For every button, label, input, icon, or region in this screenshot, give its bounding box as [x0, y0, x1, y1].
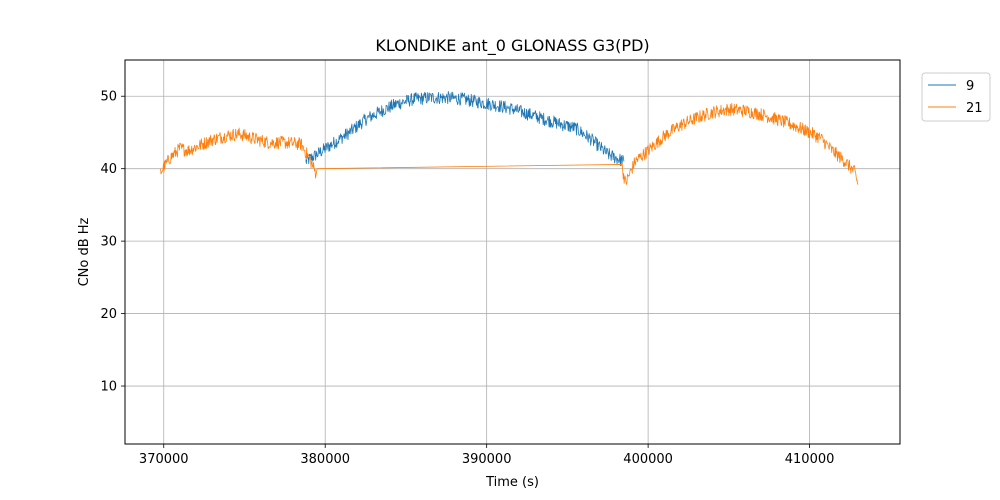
series-line-9 [305, 91, 625, 167]
x-tick-label: 400000 [623, 452, 673, 467]
x-tick-label: 390000 [462, 452, 512, 467]
x-axis-label: Time (s) [485, 475, 539, 490]
x-tick-label: 380000 [300, 452, 350, 467]
x-tick-label: 370000 [139, 452, 189, 467]
plot-series [160, 91, 859, 185]
legend-label: 9 [966, 79, 974, 94]
y-tick-label: 40 [100, 162, 117, 177]
x-tick-label: 410000 [785, 452, 835, 467]
y-tick-label: 20 [100, 307, 117, 322]
y-tick-label: 50 [100, 90, 117, 105]
y-axis-label: CNo dB Hz [77, 217, 92, 286]
legend: 921 [921, 72, 991, 122]
axes-frame [124, 59, 901, 445]
legend-label: 21 [966, 101, 983, 116]
axis-ticks: 370000 380000 390000 400000 410000 10 20 30 40 50 [100, 90, 834, 467]
y-tick-label: 10 [100, 380, 117, 395]
y-tick-label: 30 [100, 235, 117, 250]
series-line-21 [160, 103, 859, 185]
grid-lines [125, 60, 900, 444]
chart-title: KLONDIKE ant_0 GLONASS G3(PD) [375, 36, 649, 56]
